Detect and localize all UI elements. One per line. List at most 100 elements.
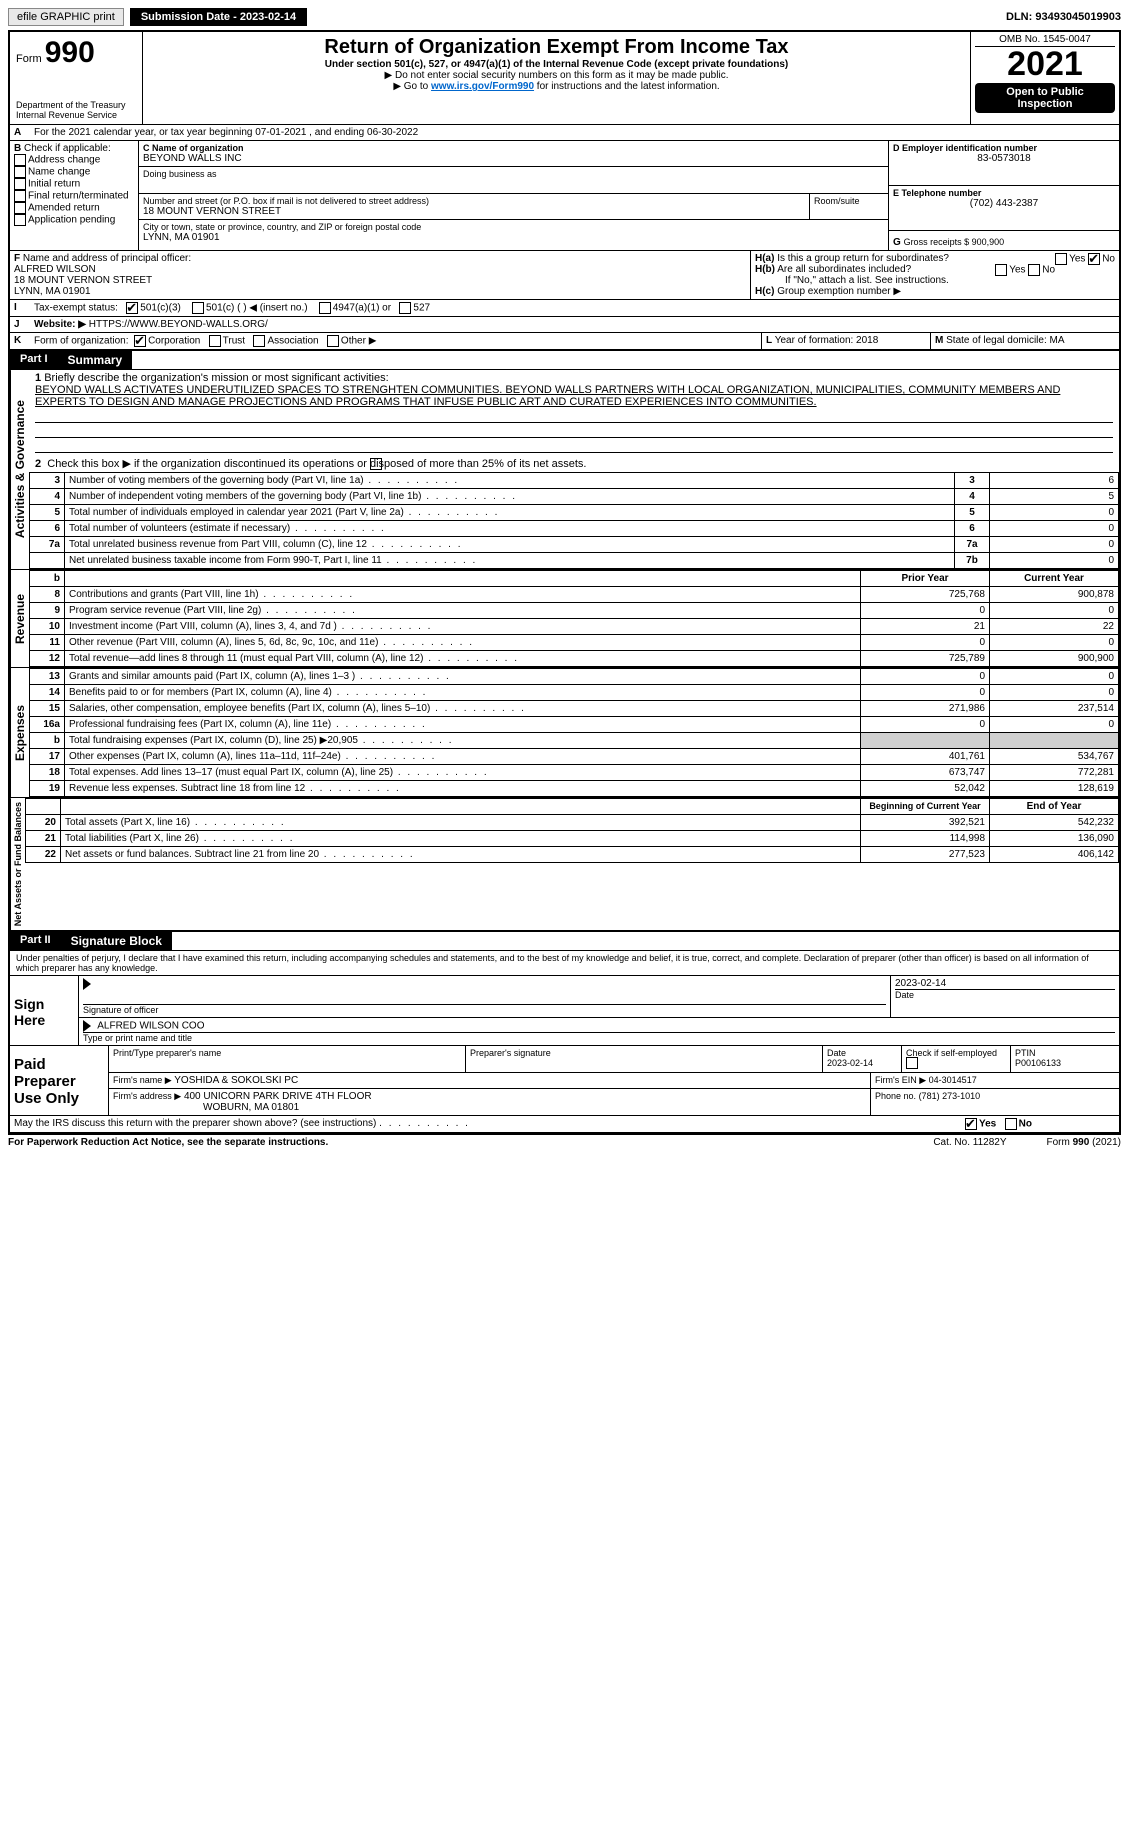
row-text: Total number of volunteers (estimate if … [65,521,955,537]
form-number: 990 [45,36,95,69]
opt-app-pending: Application pending [28,215,115,226]
irs-link[interactable]: www.irs.gov/Form990 [431,81,534,92]
rev-table: b Prior Year Current Year 8Contributions… [29,570,1119,667]
table-row: bTotal fundraising expenses (Part IX, co… [30,733,1119,749]
l1-num: 1 [35,372,41,384]
row-num: 18 [30,765,65,781]
gov-section: Activities & Governance 1 Briefly descri… [10,370,1119,570]
checkbox-app-pending[interactable] [14,214,26,226]
checkbox-final-return[interactable] [14,190,26,202]
checkbox-hb-no[interactable] [1028,264,1040,276]
checkbox-discuss-no[interactable] [1005,1118,1017,1130]
checkbox-527[interactable] [399,302,411,314]
net-table: Beginning of Current Year End of Year 20… [25,798,1119,863]
form-number-box: Form 990 Department of the Treasury Inte… [10,32,143,124]
opt-4947: 4947(a)(1) or [333,303,391,314]
checkbox-address-change[interactable] [14,154,26,166]
row-current: 128,619 [990,781,1119,797]
officer-group-block: F Name and address of principal officer:… [10,251,1119,300]
table-row: 16aProfessional fundraising fees (Part I… [30,717,1119,733]
row-prior [861,733,990,749]
firm-addr-label: Firm's address ▶ [113,1091,181,1101]
row-text: Total liabilities (Part X, line 26) [61,831,861,847]
sign-fields: Signature of officer 2023-02-14 Date ALF… [79,976,1119,1045]
row-current: 0 [990,685,1119,701]
row-text: Program service revenue (Part VIII, line… [65,603,861,619]
table-row: 18Total expenses. Add lines 13–17 (must … [30,765,1119,781]
footer: For Paperwork Reduction Act Notice, see … [8,1135,1121,1148]
checkbox-initial-return[interactable] [14,178,26,190]
side-governance: Activities & Governance [10,370,29,569]
part1-title: Summary [58,351,133,369]
tax-exempt-status: Tax-exempt status: 501(c)(3) 501(c) ( ) … [30,300,1119,316]
m-text: State of legal domicile: MA [946,335,1064,346]
ha-yes: Yes [1069,254,1085,265]
hb-yes: Yes [1009,265,1025,276]
checkbox-self-emp[interactable] [906,1057,918,1069]
paid-preparer-block: Paid Preparer Use Only Print/Type prepar… [10,1046,1119,1116]
prep-name-label: Print/Type preparer's name [109,1046,466,1072]
open-to-public: Open to Public Inspection [975,83,1115,113]
row-current: 237,514 [990,701,1119,717]
period-row: A For the 2021 calendar year, or tax yea… [10,125,1119,141]
org-city: LYNN, MA 01901 [143,232,884,243]
checkbox-hb-yes[interactable] [995,264,1007,276]
checkbox-discuss-yes[interactable] [965,1118,977,1130]
checkbox-trust[interactable] [209,335,221,347]
row-box: 7b [955,553,990,569]
row-current: 772,281 [990,765,1119,781]
label-hb: H(b) [755,264,775,275]
firm-addr2: WOBURN, MA 01801 [113,1102,299,1113]
row-box: 3 [955,473,990,489]
table-row: 17Other expenses (Part IX, column (A), l… [30,749,1119,765]
firm-name-row: Firm's name ▶ YOSHIDA & SOKOLSKI PC [109,1073,871,1088]
row-current: 900,878 [990,587,1119,603]
discuss-text-cell: May the IRS discuss this return with the… [10,1116,961,1132]
checkbox-501c[interactable] [192,302,204,314]
row-prior: 271,986 [861,701,990,717]
checkbox-ha-yes[interactable] [1055,253,1067,265]
side-revenue: Revenue [10,570,29,667]
dots [379,1118,470,1129]
room-label: Room/suite [814,196,884,206]
row-current: 0 [990,669,1119,685]
exp-section: Expenses 13Grants and similar amounts pa… [10,668,1119,798]
checkbox-4947[interactable] [319,302,331,314]
line1: 1 Briefly describe the organization's mi… [29,370,1119,455]
checkbox-corp[interactable] [134,335,146,347]
label-j: J [10,317,30,332]
row-j: J Website: ▶ HTTPS://WWW.BEYOND-WALLS.OR… [10,317,1119,333]
row-num: 13 [30,669,65,685]
label-e: E Telephone number [893,188,1115,198]
checkbox-ha-no[interactable] [1088,253,1100,265]
row-text: Other revenue (Part VIII, column (A), li… [65,635,861,651]
footer-form-no: 990 [1073,1137,1090,1148]
label-b: B [14,143,21,154]
note-ssn: ▶ Do not enter social security numbers o… [149,70,964,81]
checkbox-discontinued[interactable] [370,458,382,470]
ha-no: No [1102,254,1115,265]
box-l: L Year of formation: 2018 [762,333,931,349]
dba-label: Doing business as [143,169,884,179]
row-val: 0 [990,537,1119,553]
row-prior: 114,998 [861,831,990,847]
top-bar: efile GRAPHIC print Submission Date - 20… [8,8,1121,26]
checkbox-501c3[interactable] [126,302,138,314]
row-num: 11 [30,635,65,651]
checkbox-amended[interactable] [14,202,26,214]
dln: DLN: 93493045019903 [1006,11,1121,23]
net-section: Net Assets or Fund Balances Beginning of… [10,798,1119,931]
submission-date-tag: Submission Date - 2023-02-14 [130,8,307,26]
row-prior: 725,789 [861,651,990,667]
row-text: Total revenue—add lines 8 through 11 (mu… [65,651,861,667]
table-row: 10Investment income (Part VIII, column (… [30,619,1119,635]
row-prior: 401,761 [861,749,990,765]
opt-501c: 501(c) ( ) ◀ (insert no.) [206,303,308,314]
checkbox-other[interactable] [327,335,339,347]
label-hc: H(c) [755,286,774,297]
checkbox-assoc[interactable] [253,335,265,347]
row-prior: 392,521 [861,815,990,831]
checkbox-name-change[interactable] [14,166,26,178]
self-emp-text: Check if self-employed [906,1048,997,1058]
pra-notice: For Paperwork Reduction Act Notice, see … [8,1137,328,1148]
